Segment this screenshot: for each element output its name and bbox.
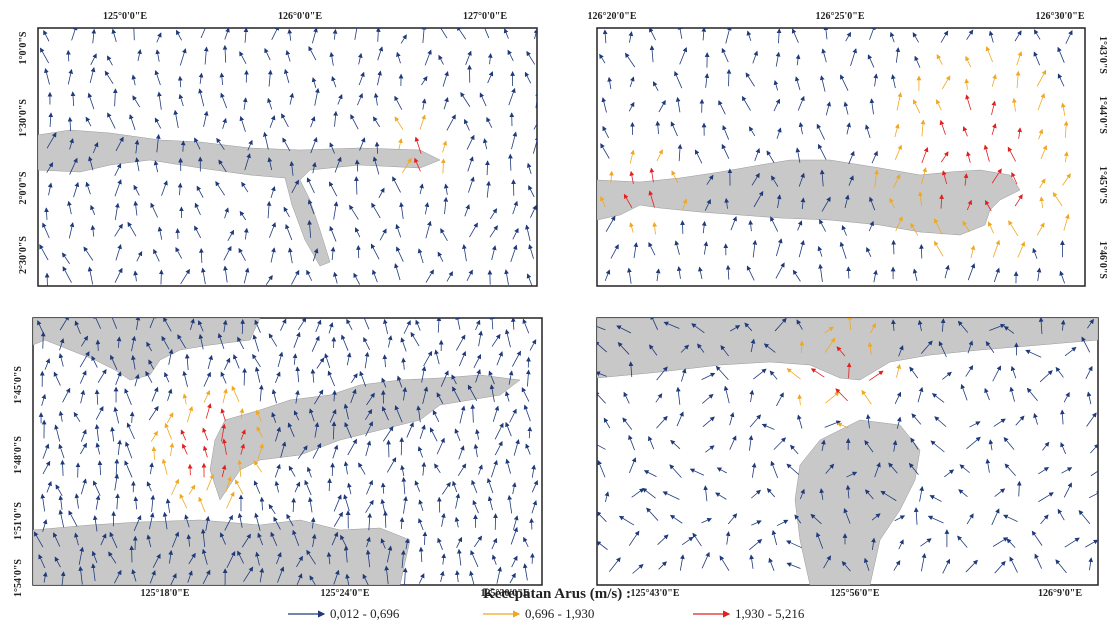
longitude-label: 126°9'0"E	[1038, 588, 1082, 599]
current-arrow	[329, 479, 330, 491]
latitude-label: 1°54'0"S	[13, 559, 24, 597]
legend-label: 0,696 - 1,930	[525, 606, 594, 621]
longitude-label: 127°0'0"E	[463, 11, 507, 22]
current-arrow	[729, 70, 730, 86]
latitude-label: 1°43'0"S	[1097, 36, 1108, 74]
latitude-label: 2°30'0"S	[18, 236, 29, 274]
current-arrow	[98, 340, 99, 351]
latitude-label: 1°0'0"S	[18, 31, 29, 64]
panel-frame	[597, 28, 1085, 286]
latitude-label: 1°30'0"S	[18, 99, 29, 137]
longitude-label: 126°30'0"E	[1036, 11, 1085, 22]
current-arrow	[43, 332, 44, 348]
latitude-label: 1°45'0"S	[1097, 166, 1108, 204]
figure: Kecepatan Arus (m/s) : 125°0'0"E126°0'0"…	[0, 0, 1115, 621]
latitude-label: 1°48'0"S	[13, 436, 24, 474]
longitude-label: 126°0'0"E	[278, 11, 322, 22]
longitude-label: 125°0'0"E	[103, 11, 147, 22]
current-arrow	[848, 267, 849, 278]
latitude-label: 2°0'0"S	[18, 171, 29, 204]
legend-label: 1,930 - 5,216	[735, 606, 805, 621]
latitude-label: 1°45'0"S	[13, 366, 24, 404]
legend-label: 0,012 - 0,696	[330, 606, 400, 621]
longitude-label: 125°30'0"E	[481, 588, 530, 599]
current-arrow	[183, 141, 184, 151]
longitude-label: 125°56'0"E	[831, 588, 880, 599]
current-arrow	[531, 519, 532, 530]
longitude-label: 125°18'0"E	[141, 588, 190, 599]
latitude-label: 1°46'0"S	[1097, 241, 1108, 279]
latitude-label: 1°51'0"S	[13, 502, 24, 540]
longitude-label: 125°24'0"E	[321, 588, 370, 599]
current-arrow	[801, 341, 802, 353]
longitude-label: 126°20'0"E	[588, 11, 637, 22]
current-arrow	[439, 497, 440, 512]
longitude-label: 126°25'0"E	[816, 11, 865, 22]
longitude-label: 125°43'0"E	[631, 588, 680, 599]
latitude-label: 1°44'0"S	[1097, 96, 1108, 134]
